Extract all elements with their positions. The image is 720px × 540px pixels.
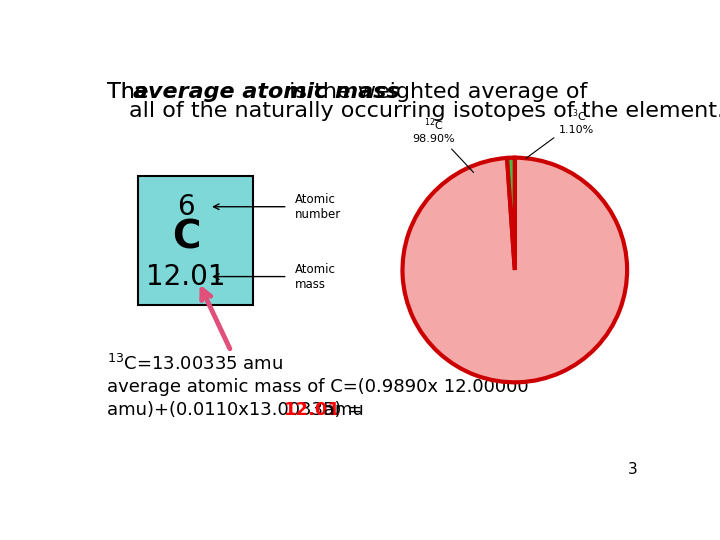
Text: 12.01: 12.01 <box>146 262 226 291</box>
Text: $^{13}$C=13.00335 amu: $^{13}$C=13.00335 amu <box>107 354 284 374</box>
Text: $^{12}$C
98.90%: $^{12}$C 98.90% <box>413 116 474 172</box>
Text: average atomic mass: average atomic mass <box>132 82 400 102</box>
Text: The: The <box>107 82 156 102</box>
Text: $^{13}$C
1.10%: $^{13}$C 1.10% <box>526 107 594 158</box>
Text: all of the naturally occurring isotopes of the element.: all of the naturally occurring isotopes … <box>129 101 720 121</box>
Wedge shape <box>507 158 515 270</box>
Text: Atomic
number: Atomic number <box>295 193 341 221</box>
Bar <box>138 176 253 305</box>
Text: 3: 3 <box>628 462 637 477</box>
Text: amu)+(0.0110x13.00335) =: amu)+(0.0110x13.00335) = <box>107 401 362 418</box>
Text: 6: 6 <box>177 193 195 221</box>
Text: amu: amu <box>318 401 364 418</box>
Text: Atomic
mass: Atomic mass <box>295 262 336 291</box>
Text: 12.01: 12.01 <box>284 401 341 418</box>
Text: C: C <box>172 219 200 257</box>
Text: is the weighted average of: is the weighted average of <box>282 82 588 102</box>
Text: The: The <box>107 82 156 102</box>
Text: average atomic mass of C=(0.9890x 12.00000: average atomic mass of C=(0.9890x 12.000… <box>107 377 528 396</box>
Wedge shape <box>402 158 627 382</box>
